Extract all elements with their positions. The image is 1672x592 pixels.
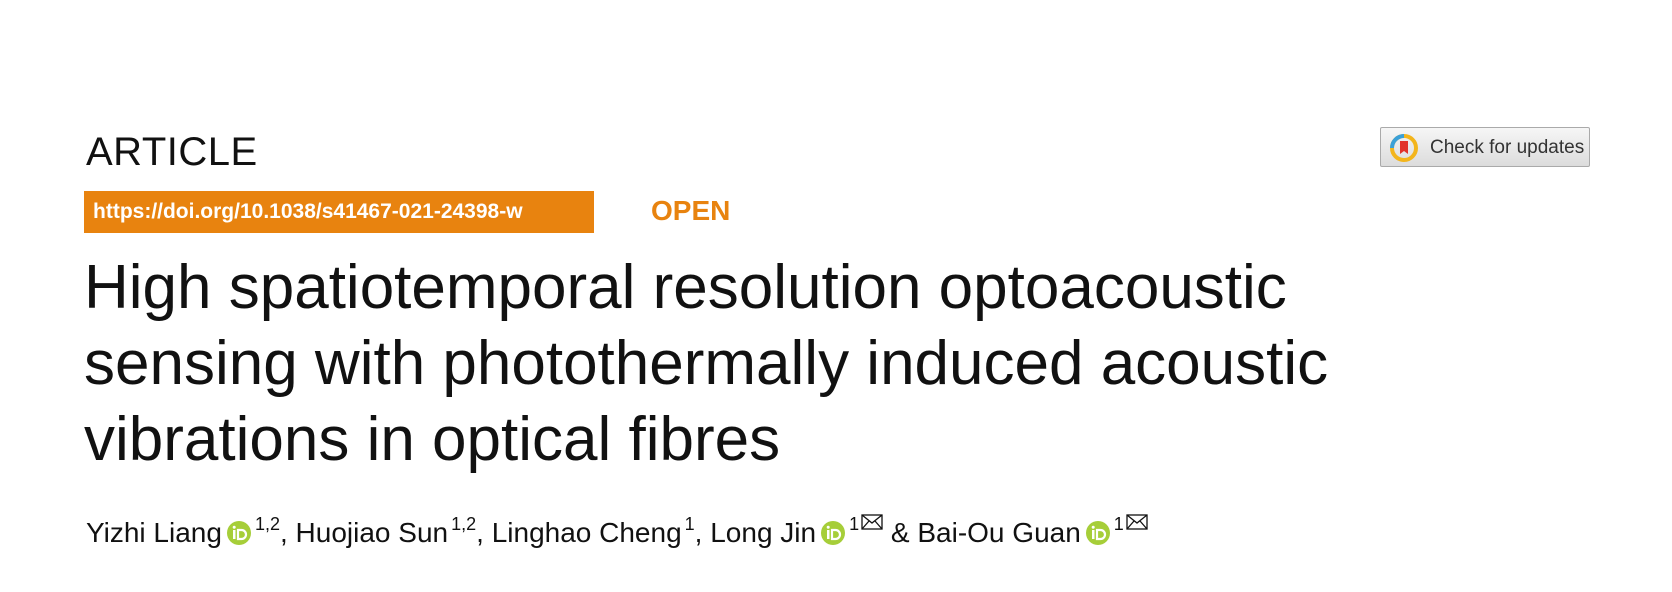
email-icon[interactable] [1126, 514, 1148, 534]
title-line: sensing with photothermally induced acou… [84, 329, 1329, 398]
check-updates-label: Check for updates [1430, 137, 1585, 158]
orcid-icon[interactable] [226, 520, 252, 553]
check-updates-button[interactable]: Check for updates [1380, 127, 1590, 167]
open-access: OPEN [651, 195, 731, 226]
crossmark-icon [1390, 134, 1418, 162]
orcid-icon[interactable] [820, 520, 846, 553]
author-list: Yizhi Liang 1,2, Huojiao Sun 1,2, Linghao … [86, 514, 1148, 553]
title: High spatiotemporal resolution optoacous… [84, 250, 1328, 478]
author-name[interactable]: Yizhi Liang [86, 517, 222, 548]
orcid-icon[interactable] [1085, 520, 1111, 553]
separator: , [279, 517, 296, 548]
affiliation: 1 [849, 514, 883, 534]
affiliation: 1,2 [451, 514, 477, 534]
affiliation: 1 [1114, 514, 1148, 534]
author-name[interactable]: Linghao Cheng [491, 517, 682, 548]
author-name[interactable]: Long Jin [710, 517, 817, 548]
separator: , [476, 517, 492, 548]
author-name[interactable]: Huojiao Sun [295, 517, 449, 548]
doi-link[interactable]: https://doi.org/10.1038/s41467-021-24398… [84, 191, 594, 233]
article-type: ARTICLE [86, 130, 258, 174]
affiliation: 1,2 [254, 514, 280, 534]
title-line: vibrations in optical fibres [84, 405, 781, 474]
separator: , [694, 517, 711, 548]
author-name[interactable]: Bai-Ou Guan [917, 517, 1081, 548]
affiliation: 1 [684, 514, 695, 534]
email-icon[interactable] [861, 514, 883, 534]
title-line: High spatiotemporal resolution optoacous… [84, 253, 1287, 322]
separator: & [883, 517, 918, 548]
